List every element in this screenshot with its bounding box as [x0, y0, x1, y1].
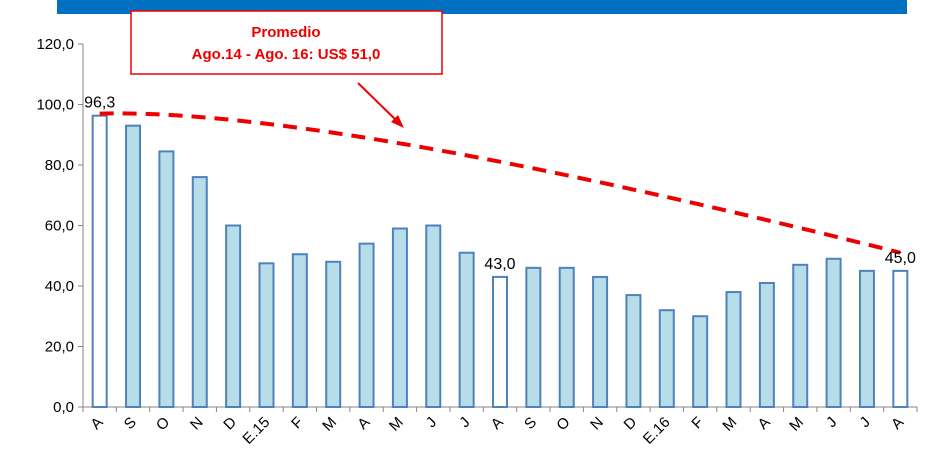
y-tick-label: 60,0 [45, 218, 74, 235]
bar [458, 251, 475, 408]
y-tick-label: 120,0 [36, 36, 74, 53]
bar [725, 291, 742, 408]
x-tick-label: M [386, 414, 407, 435]
annotation-box [130, 10, 443, 75]
x-tick-label: J [856, 414, 873, 431]
bar [391, 227, 408, 408]
annotation-callout: Promedio Ago.14 - Ago. 16: US$ 51,0 [130, 10, 443, 128]
x-tick-label: A [488, 414, 507, 433]
x-tick-label: M [786, 414, 807, 435]
bar [692, 315, 709, 408]
bar [525, 266, 542, 408]
x-tick-label: N [187, 414, 207, 434]
bar [492, 275, 508, 408]
bar [191, 176, 208, 408]
data-label: 96,3 [84, 95, 115, 112]
bar [892, 269, 909, 408]
x-tick-label: J [423, 414, 440, 431]
x-tick-label: D [220, 414, 240, 434]
annotation-arrow [357, 82, 399, 123]
x-tick-label: A [87, 414, 106, 433]
trend-line [99, 111, 901, 255]
bar [91, 114, 108, 408]
bar [291, 253, 308, 408]
x-tick-label: O [553, 414, 573, 434]
bar [258, 262, 275, 408]
x-tick-label: M [719, 414, 740, 435]
y-tick-label: 80,0 [45, 157, 74, 174]
x-tick-label: S [521, 414, 540, 433]
y-tick-label: 0,0 [53, 399, 74, 416]
annotation-line1: Promedio [251, 24, 320, 41]
trend-line-group [99, 111, 901, 255]
x-axis: A S O N D E.15 F M A M J J A S O N D E.16 F M A M J J A [82, 406, 918, 448]
bar [358, 242, 375, 408]
x-tick-label: F [288, 414, 307, 433]
x-tick-label: F [688, 414, 707, 433]
data-label: 43,0 [484, 256, 515, 273]
x-tick-label: A [755, 414, 774, 433]
bar [792, 263, 809, 409]
x-tick-label: E.16 [640, 414, 674, 448]
x-tick-label: S [121, 414, 140, 433]
annotation-arrowhead [391, 115, 404, 128]
data-label: 45,0 [885, 250, 916, 267]
bar [425, 224, 442, 408]
bar [658, 309, 675, 409]
bar [558, 266, 575, 408]
x-tick-label: D [621, 414, 641, 434]
bars [91, 114, 909, 409]
bar [125, 124, 142, 409]
data-labels: 96,3 43,0 45,0 [84, 95, 916, 273]
bar [625, 294, 642, 409]
y-tick-label: 40,0 [45, 278, 74, 295]
x-tick-label: N [587, 414, 607, 434]
bar [158, 150, 175, 408]
bar [225, 224, 242, 408]
bar [825, 257, 842, 408]
y-tick-label: 20,0 [45, 339, 74, 356]
x-tick-label: J [823, 414, 840, 431]
x-tick-label: J [456, 414, 473, 431]
x-tick-label: A [888, 414, 907, 433]
x-tick-label: M [319, 414, 340, 435]
x-tick-label: A [354, 414, 373, 433]
bar [758, 281, 775, 409]
bar [592, 275, 609, 408]
x-tick-label: E.15 [239, 414, 273, 448]
y-axis: 0,0 20,0 40,0 60,0 80,0 100,0 120,0 [36, 36, 84, 416]
y-tick-label: 100,0 [36, 97, 74, 114]
bar [325, 260, 342, 408]
x-tick-label: O [153, 414, 173, 434]
annotation-line2: Ago.14 - Ago. 16: US$ 51,0 [192, 46, 381, 63]
bar [858, 269, 875, 408]
